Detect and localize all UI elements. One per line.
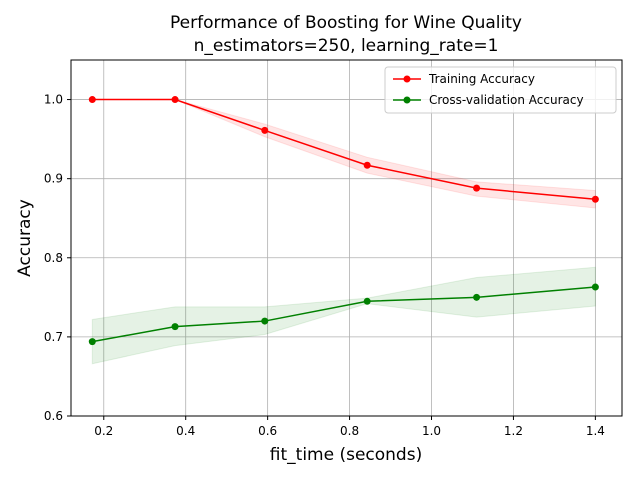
x-tick-label-5: 1.2 — [504, 424, 523, 438]
series-1-point-2 — [261, 317, 269, 325]
x-tick-label-0: 0.2 — [94, 424, 113, 438]
y-axis-label: Accuracy — [15, 199, 35, 277]
x-tick-label-1: 0.4 — [176, 424, 195, 438]
series-0-point-3 — [363, 161, 371, 169]
series-1-point-0 — [88, 338, 96, 346]
series-0-point-2 — [261, 126, 269, 134]
x-axis-label: fit_time (seconds) — [270, 445, 422, 465]
y-tick-label-0: 0.6 — [44, 409, 63, 423]
x-tick-label-6: 1.4 — [586, 424, 605, 438]
series-1-point-4 — [473, 293, 481, 301]
series-1-point-5 — [591, 283, 599, 291]
y-tick-label-1: 0.7 — [44, 330, 63, 344]
x-tick-label-4: 1.0 — [422, 424, 441, 438]
y-tick-label-4: 1.0 — [44, 93, 63, 107]
series-0-point-4 — [473, 184, 481, 192]
x-tick-label-2: 0.6 — [258, 424, 277, 438]
series-1-band — [91, 266, 596, 365]
series-1-point-1 — [171, 323, 179, 331]
plot-frame — [70, 59, 623, 417]
legend-marker-0 — [403, 75, 411, 83]
series-0-line — [92, 98, 596, 200]
series-1-line — [92, 286, 596, 343]
y-tick-label-3: 0.9 — [44, 172, 63, 186]
chart-title: Performance of Boosting for Wine Quality — [170, 13, 522, 33]
x-tick-label-3: 0.8 — [340, 424, 359, 438]
legend-marker-1 — [403, 96, 411, 104]
series-0-point-1 — [171, 96, 179, 104]
legend-label-1: Cross-validation Accuracy — [429, 93, 584, 107]
series-0-point-0 — [88, 96, 96, 104]
y-tick-label-2: 0.8 — [44, 251, 63, 265]
legend-box — [384, 66, 617, 114]
chart-subtitle: n_estimators=250, learning_rate=1 — [194, 36, 499, 56]
series-0-point-5 — [591, 195, 599, 203]
legend-label-0: Training Accuracy — [428, 72, 535, 86]
series-1-point-3 — [363, 297, 371, 305]
